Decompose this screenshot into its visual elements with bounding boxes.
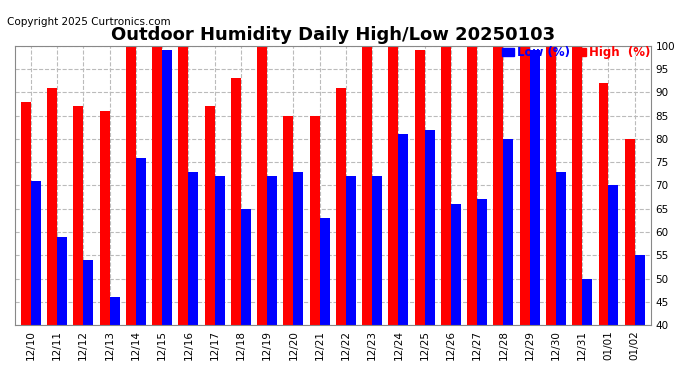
Title: Outdoor Humidity Daily High/Low 20250103: Outdoor Humidity Daily High/Low 20250103 <box>110 26 555 44</box>
Bar <box>310 116 319 375</box>
Bar <box>126 46 136 375</box>
Bar <box>336 88 346 375</box>
Bar <box>99 111 110 375</box>
Bar <box>136 158 146 375</box>
Bar <box>467 46 477 375</box>
Bar <box>388 46 398 375</box>
Bar <box>162 51 172 375</box>
Bar <box>178 46 188 375</box>
Bar <box>57 237 67 375</box>
Bar <box>441 46 451 375</box>
Bar <box>556 171 566 375</box>
Bar <box>598 83 609 375</box>
Bar <box>231 78 241 375</box>
Bar <box>572 46 582 375</box>
Bar <box>257 46 267 375</box>
Text: Copyright 2025 Curtronics.com: Copyright 2025 Curtronics.com <box>7 17 170 27</box>
Bar <box>21 102 31 375</box>
Bar <box>47 88 57 375</box>
Bar <box>73 106 83 375</box>
Bar <box>241 209 251 375</box>
Bar <box>319 218 330 375</box>
Bar <box>530 51 540 375</box>
Bar <box>267 176 277 375</box>
Bar <box>582 279 592 375</box>
Bar <box>477 200 487 375</box>
Bar <box>188 171 198 375</box>
Bar <box>424 130 435 375</box>
Bar <box>398 134 408 375</box>
Bar <box>205 106 215 375</box>
Bar <box>372 176 382 375</box>
Bar <box>31 181 41 375</box>
Bar <box>546 46 556 375</box>
Bar <box>293 171 304 375</box>
Bar <box>362 46 372 375</box>
Bar <box>504 139 513 375</box>
Bar <box>152 46 162 375</box>
Bar <box>520 46 530 375</box>
Bar <box>83 260 93 375</box>
Bar <box>110 297 119 375</box>
Bar <box>609 186 618 375</box>
Bar <box>346 176 356 375</box>
Bar <box>284 116 293 375</box>
Bar <box>415 51 424 375</box>
Bar <box>451 204 461 375</box>
Bar <box>635 255 644 375</box>
Bar <box>493 46 504 375</box>
Bar <box>624 139 635 375</box>
Bar <box>215 176 224 375</box>
Legend: Low (%), High  (%): Low (%), High (%) <box>502 46 651 59</box>
